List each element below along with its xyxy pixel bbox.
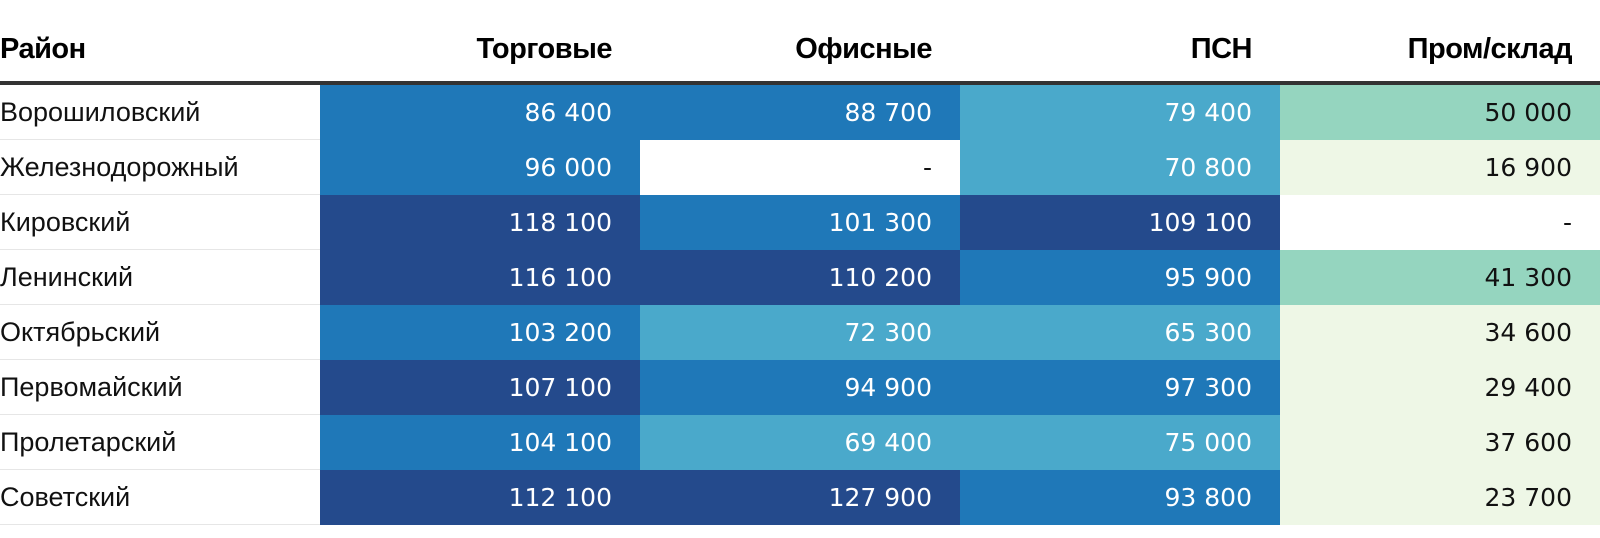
value-cell-office: 110 200 <box>640 250 960 305</box>
value-cell-psn: 95 900 <box>960 250 1280 305</box>
value-cell-industrial: 41 300 <box>1280 250 1600 305</box>
table-row: Ленинский 116 100 110 200 95 900 41 300 <box>0 250 1600 305</box>
value-cell-retail: 112 100 <box>320 470 640 525</box>
value-cell-industrial: - <box>1280 195 1600 250</box>
value-cell-industrial: 23 700 <box>1280 470 1600 525</box>
column-header-industrial[interactable]: Пром/склад <box>1407 33 1573 65</box>
value-cell-retail: 104 100 <box>320 415 640 470</box>
value-cell-industrial: 29 400 <box>1280 360 1600 415</box>
value-cell-retail: 103 200 <box>320 305 640 360</box>
value-cell-psn: 93 800 <box>960 470 1280 525</box>
district-name: Советский <box>0 470 320 525</box>
value-cell-industrial: 50 000 <box>1280 85 1600 140</box>
table-row: Советский 112 100 127 900 93 800 23 700 <box>0 470 1600 525</box>
column-header-retail[interactable]: Торговые <box>476 33 613 65</box>
value-cell-industrial: 37 600 <box>1280 415 1600 470</box>
district-name: Пролетарский <box>0 415 320 470</box>
table-row: Пролетарский 104 100 69 400 75 000 37 600 <box>0 415 1600 470</box>
table-row: Первомайский 107 100 94 900 97 300 29 400 <box>0 360 1600 415</box>
value-cell-retail: 107 100 <box>320 360 640 415</box>
value-cell-retail: 86 400 <box>320 85 640 140</box>
value-cell-retail: 118 100 <box>320 195 640 250</box>
value-cell-office: - <box>640 140 960 195</box>
table-row: Ворошиловский 86 400 88 700 79 400 50 000 <box>0 85 1600 140</box>
value-cell-office: 101 300 <box>640 195 960 250</box>
column-header-district[interactable]: Район <box>0 33 86 65</box>
price-table: Район Торговые Офисные ПСН Пром/склад Во… <box>0 0 1600 525</box>
value-cell-psn: 65 300 <box>960 305 1280 360</box>
column-header-office[interactable]: Офисные <box>795 33 932 65</box>
table-body: Ворошиловский 86 400 88 700 79 400 50 000 Жел… <box>0 85 1600 525</box>
value-cell-office: 94 900 <box>640 360 960 415</box>
column-header-psn[interactable]: ПСН <box>1190 33 1253 65</box>
district-name: Октябрьский <box>0 305 320 360</box>
value-cell-psn: 70 800 <box>960 140 1280 195</box>
value-cell-office: 69 400 <box>640 415 960 470</box>
value-cell-retail: 116 100 <box>320 250 640 305</box>
district-name: Ленинский <box>0 250 320 305</box>
district-name: Ворошиловский <box>0 85 320 140</box>
value-cell-office: 88 700 <box>640 85 960 140</box>
district-name: Железнодорожный <box>0 140 320 195</box>
table-header: Район Торговые Офисные ПСН Пром/склад <box>0 0 1600 85</box>
value-cell-psn: 109 100 <box>960 195 1280 250</box>
value-cell-office: 127 900 <box>640 470 960 525</box>
value-cell-industrial: 34 600 <box>1280 305 1600 360</box>
table-row: Железнодорожный 96 000-70 800 16 900 <box>0 140 1600 195</box>
value-cell-retail: 96 000 <box>320 140 640 195</box>
value-cell-psn: 75 000 <box>960 415 1280 470</box>
value-cell-psn: 97 300 <box>960 360 1280 415</box>
value-cell-office: 72 300 <box>640 305 960 360</box>
value-cell-psn: 79 400 <box>960 85 1280 140</box>
table-row: Кировский 118 100 101 300 109 100- <box>0 195 1600 250</box>
value-cell-industrial: 16 900 <box>1280 140 1600 195</box>
district-name: Первомайский <box>0 360 320 415</box>
district-name: Кировский <box>0 195 320 250</box>
table-row: Октябрьский 103 200 72 300 65 300 34 600 <box>0 305 1600 360</box>
